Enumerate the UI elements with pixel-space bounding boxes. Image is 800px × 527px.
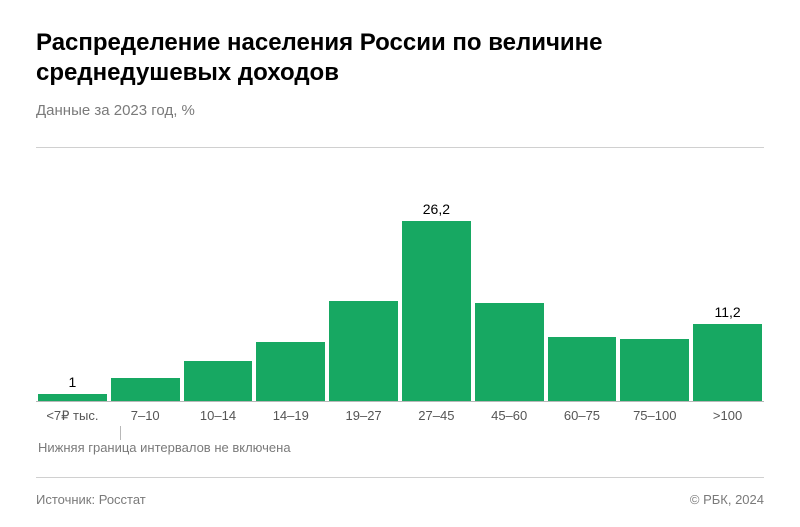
x-tick: 45–60 [475, 408, 544, 424]
x-tick: <7₽ тыс. [38, 408, 107, 424]
bar [475, 303, 544, 401]
bar [184, 361, 253, 401]
chart-plot: 1 26,2 11,2 <7₽ тыс.7–1010–1414–1919–2727–… [36, 147, 764, 424]
x-tick: >100 [693, 408, 762, 424]
chart-title: Распределение населения России по величи… [36, 28, 764, 88]
bar-cell: 11,2 [693, 148, 762, 401]
bar-cell [620, 148, 689, 401]
bar-cell [548, 148, 617, 401]
x-tick: 60–75 [548, 408, 617, 424]
footnote-wrap: Нижняя граница интервалов не включена [36, 426, 764, 455]
bar [329, 301, 398, 401]
copyright-text: © РБК, 2024 [690, 492, 764, 507]
bars-row: 1 26,2 11,2 [36, 148, 764, 401]
footer: Источник: Росстат © РБК, 2024 [36, 477, 764, 507]
bar-cell [184, 148, 253, 401]
bar-cell [256, 148, 325, 401]
bar [620, 339, 689, 401]
chart-area: 1 26,2 11,2 <7₽ тыс.7–1010–1414–1919–2727–… [36, 147, 764, 455]
bar [402, 221, 471, 401]
x-axis: <7₽ тыс.7–1010–1414–1919–2727–4545–6060–… [36, 401, 764, 424]
x-tick: 19–27 [329, 408, 398, 424]
bar-cell: 1 [38, 148, 107, 401]
bar [256, 342, 325, 401]
chart-subtitle: Данные за 2023 год, % [36, 102, 764, 119]
x-tick: 7–10 [111, 408, 180, 424]
source-text: Источник: Росстат [36, 492, 146, 507]
x-tick: 10–14 [184, 408, 253, 424]
bar-cell: 26,2 [402, 148, 471, 401]
footnote-pointer [120, 426, 121, 440]
bar-value-label: 1 [69, 374, 77, 390]
x-tick: 14–19 [256, 408, 325, 424]
bar [548, 337, 617, 401]
bar-cell [475, 148, 544, 401]
bar [38, 394, 107, 401]
bar [111, 378, 180, 401]
bar-value-label: 26,2 [423, 201, 450, 217]
bar-cell [329, 148, 398, 401]
bar-value-label: 11,2 [714, 304, 740, 320]
x-tick: 75–100 [620, 408, 689, 424]
bar [693, 324, 762, 401]
bar-cell [111, 148, 180, 401]
x-tick: 27–45 [402, 408, 471, 424]
chart-footnote: Нижняя граница интервалов не включена [38, 426, 764, 455]
